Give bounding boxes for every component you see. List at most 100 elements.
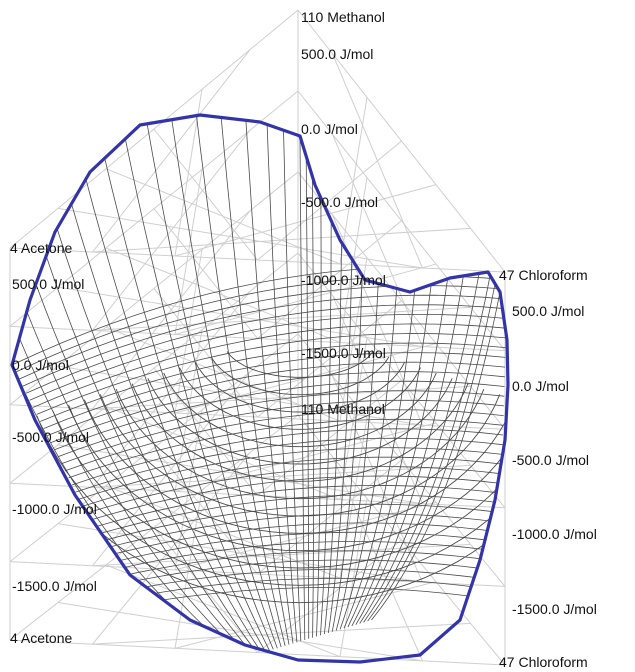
surface-mesh-line	[85, 178, 266, 652]
grid-line	[57, 365, 423, 426]
surface-mesh-line	[29, 314, 507, 401]
surface-contour-line	[83, 399, 508, 534]
surface-mesh	[12, 115, 508, 661]
surface-mesh-line	[171, 119, 282, 648]
surface-contour-line	[195, 361, 405, 413]
surface-mesh-line	[114, 541, 500, 571]
surface-contour-line	[68, 404, 508, 552]
back-axis-tick-label: 500.0 J/mol	[301, 46, 373, 62]
surface-mesh-line	[339, 288, 398, 630]
surface-mesh-line	[320, 220, 332, 636]
surface-mesh-line	[359, 273, 480, 624]
back-axis-component-label: 110 Methanol	[301, 9, 385, 25]
surface-mesh-line	[22, 294, 508, 387]
surface-mesh-line	[96, 494, 501, 535]
surface-mesh-line	[363, 275, 491, 623]
grid-line	[57, 523, 423, 583]
left-axis-tick-label: 500.0 J/mol	[12, 276, 84, 292]
back-axis-tick-label: -1000.0 J/mol	[301, 272, 386, 288]
grid-line	[92, 622, 471, 645]
surface-mesh-line	[331, 275, 363, 632]
grid-line	[105, 168, 341, 265]
back-axis-tick-label: -1500.0 J/mol	[301, 345, 386, 361]
surface-mesh-line	[283, 130, 302, 642]
surface-mesh-line	[47, 361, 506, 436]
surface-mesh-line	[56, 228, 258, 655]
surface-mesh-line	[266, 124, 298, 643]
surface-outline	[10, 113, 510, 664]
surface-mesh-line	[107, 522, 501, 556]
right-axis-tick-label: -1000.0 J/mol	[512, 526, 597, 542]
surface-mesh-line	[324, 242, 342, 635]
surface-mesh-line	[36, 333, 506, 415]
surface-mesh-line	[104, 158, 270, 651]
right-axis-bottom-component-label: 47 Chloroform	[499, 654, 588, 670]
left-axis-tick-label: 0.0 J/mol	[12, 357, 69, 373]
surface-mesh-line	[75, 437, 503, 493]
surface-mesh-line	[45, 255, 255, 656]
surface-mesh-line	[343, 290, 416, 629]
surface-mesh-line	[128, 577, 499, 599]
surface-mesh-line	[57, 390, 505, 458]
left-axis-tick-label: -1500.0 J/mol	[12, 578, 97, 594]
right-axis-tick-label: 500.0 J/mol	[512, 303, 584, 319]
back-axis-tick-label: -500.0 J/mol	[301, 194, 378, 210]
surface-contour-line	[99, 394, 501, 517]
surface-mesh-line	[316, 197, 322, 637]
background-grid	[9, 9, 506, 666]
right-axis-tick-label: -500.0 J/mol	[512, 452, 589, 468]
surface-mesh-line	[245, 120, 294, 644]
surface-mesh-line	[305, 156, 310, 639]
surface-contour-line	[179, 367, 421, 430]
surface-mesh-line	[50, 371, 505, 443]
grid-line	[57, 602, 423, 662]
surface-mesh-line	[89, 475, 502, 521]
grid-line	[92, 385, 471, 410]
surface-contour-line	[115, 388, 485, 500]
surface-mesh-line	[33, 323, 507, 408]
surface-mesh-line	[299, 135, 306, 641]
surface-contour-line	[210, 356, 390, 396]
grid-line	[174, 581, 437, 649]
surface-mesh-line	[71, 428, 504, 486]
left-axis-top-component-label: 4 Acetone	[10, 240, 72, 256]
right-axis-tick-label: 0.0 J/mol	[512, 378, 569, 394]
left-axis-bottom-component-label: 4 Acetone	[10, 630, 72, 646]
surface-contour-line	[226, 351, 374, 378]
grid-line	[92, 227, 471, 253]
surface-contour-line	[147, 378, 453, 465]
surface-mesh-line	[85, 466, 502, 514]
right-axis-tick-label: -1500.0 J/mol	[512, 601, 597, 617]
left-axis-tick-label: -500.0 J/mol	[12, 429, 89, 445]
surface-mesh-line	[124, 568, 499, 592]
surface-mesh-line	[100, 503, 501, 542]
right-axis-top-component-label: 47 Chloroform	[499, 267, 588, 283]
grid-line	[57, 207, 423, 269]
grid-line	[57, 444, 423, 505]
back-axis-tick-label: 0.0 J/mol	[301, 121, 358, 137]
surface-contour-line	[52, 410, 508, 569]
surface-mesh-line	[371, 291, 501, 621]
surface-mesh-line	[64, 409, 504, 472]
left-axis-tick-label: -1000.0 J/mol	[12, 501, 97, 517]
surface-mesh-line	[25, 304, 507, 394]
surface-mesh-line	[93, 484, 502, 528]
surface-mesh-line	[54, 380, 505, 451]
surface-mesh-line	[78, 447, 503, 500]
surface-mesh-line	[61, 399, 504, 465]
surface-mesh-line	[35, 283, 251, 657]
surface-mesh-line	[220, 117, 290, 645]
surface-contour-line	[131, 383, 469, 482]
surface-mesh-line	[335, 283, 379, 631]
grid-line	[57, 286, 423, 348]
surface-contour-line	[163, 372, 437, 448]
surface-mesh-line	[367, 283, 496, 622]
surface-mesh-line	[26, 311, 247, 658]
surface-mesh-line	[146, 123, 278, 649]
surface-mesh-line	[355, 275, 464, 625]
grid-line	[92, 464, 471, 488]
surface-mesh-line	[312, 176, 315, 638]
back-axis-base-component-label: 110 Methanol	[301, 401, 385, 417]
surface-mesh-line	[196, 115, 286, 646]
